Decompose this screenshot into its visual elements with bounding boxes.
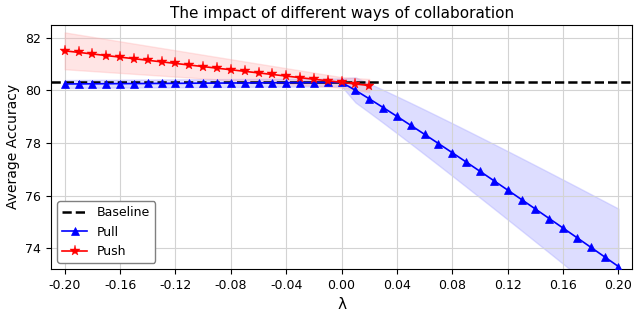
Pull <box>380 106 387 109</box>
Pull <box>186 81 193 85</box>
Line: Pull: Pull <box>61 79 622 270</box>
Push <box>116 55 124 59</box>
Pull <box>532 207 540 211</box>
Push <box>157 60 165 64</box>
Push <box>144 59 152 62</box>
Pull <box>338 80 346 84</box>
Pull <box>573 236 580 239</box>
Pull <box>614 265 622 268</box>
Push <box>199 65 207 68</box>
Pull <box>365 97 373 101</box>
Push <box>102 54 110 58</box>
Push <box>88 52 96 56</box>
Pull <box>213 81 221 85</box>
Push <box>365 84 373 87</box>
Push <box>186 63 193 67</box>
Pull <box>88 82 96 86</box>
Pull <box>144 82 152 86</box>
Pull <box>421 133 429 136</box>
Pull <box>102 82 110 86</box>
Pull <box>227 81 235 85</box>
Push <box>310 77 317 81</box>
Pull <box>130 82 138 86</box>
Pull <box>545 217 553 220</box>
Pull <box>255 81 262 85</box>
Pull <box>199 81 207 85</box>
Pull <box>324 80 332 84</box>
Push <box>351 82 359 86</box>
Push <box>172 61 179 65</box>
Pull <box>241 81 248 85</box>
Pull <box>282 81 290 85</box>
Line: Push: Push <box>59 45 375 91</box>
Pull <box>75 82 83 86</box>
Pull <box>172 81 179 85</box>
Push <box>324 79 332 83</box>
Pull <box>462 160 470 164</box>
Push <box>338 80 346 84</box>
Push <box>227 68 235 72</box>
Pull <box>157 81 165 85</box>
Pull <box>587 245 595 249</box>
Pull <box>393 114 401 118</box>
Push <box>61 49 68 53</box>
Y-axis label: Average Accuracy: Average Accuracy <box>6 84 20 209</box>
Push <box>241 69 248 73</box>
Push <box>213 66 221 70</box>
Pull <box>351 88 359 92</box>
Pull <box>296 81 304 85</box>
Pull <box>61 82 68 86</box>
Push <box>130 57 138 61</box>
Pull <box>504 188 511 192</box>
Pull <box>449 151 456 155</box>
Pull <box>518 197 525 201</box>
Pull <box>407 123 415 127</box>
Pull <box>269 81 276 85</box>
Pull <box>490 179 498 183</box>
Push <box>269 73 276 76</box>
Pull <box>559 226 567 230</box>
Legend: Baseline, Pull, Push: Baseline, Pull, Push <box>57 201 156 263</box>
Push <box>75 51 83 54</box>
Push <box>296 76 304 80</box>
Title: The impact of different ways of collaboration: The impact of different ways of collabor… <box>170 5 514 21</box>
Push <box>255 71 262 75</box>
Push <box>282 74 290 78</box>
Pull <box>310 81 317 85</box>
Pull <box>476 169 484 173</box>
Pull <box>435 142 442 145</box>
Pull <box>601 255 609 259</box>
Pull <box>116 82 124 86</box>
X-axis label: λ: λ <box>337 297 346 313</box>
